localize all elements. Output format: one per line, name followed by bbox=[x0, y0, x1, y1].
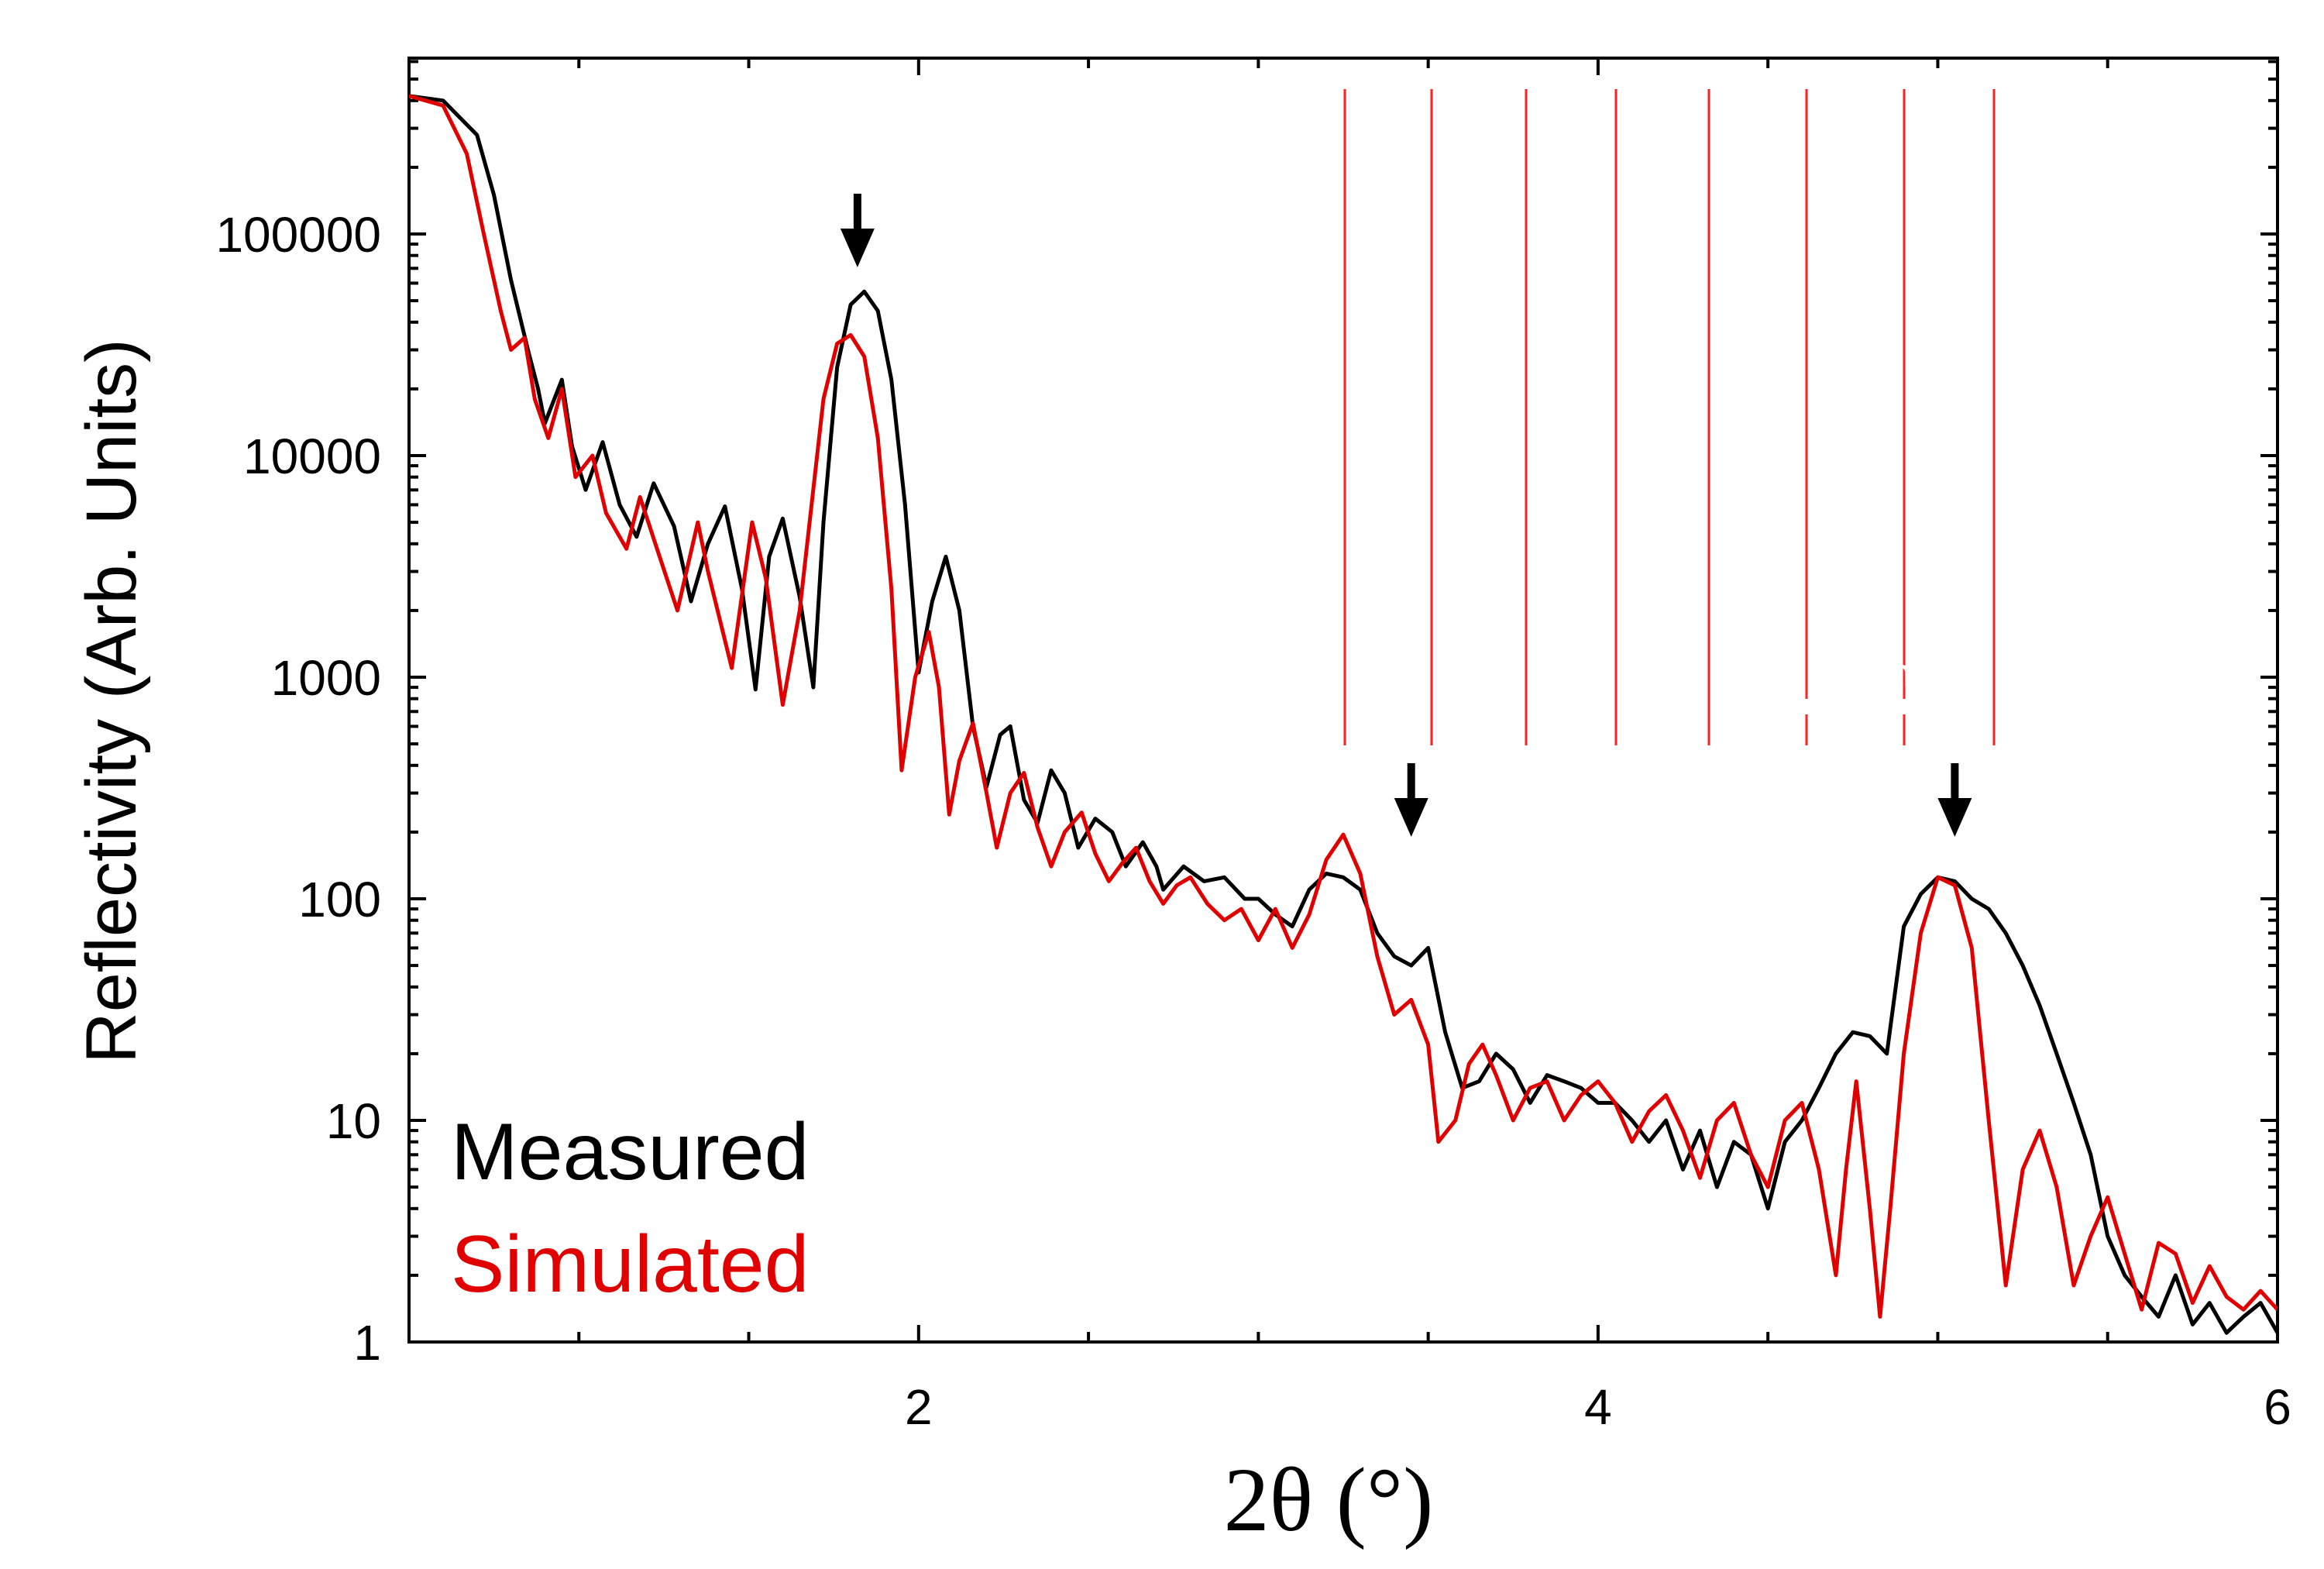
y-tick-label: 10000 bbox=[243, 428, 381, 484]
peak-arrows bbox=[840, 194, 1972, 837]
y-axis-ticks bbox=[409, 60, 2278, 1344]
series-group bbox=[409, 94, 2278, 1335]
legend-measured: Measured bbox=[451, 1107, 809, 1197]
series-measured-line bbox=[409, 94, 2278, 1335]
peak-arrow bbox=[840, 194, 875, 267]
tem-inset: 5 nm bbox=[1343, 89, 1996, 745]
y-tick-label: 1 bbox=[353, 1315, 381, 1371]
x-tick-label: 6 bbox=[2264, 1379, 2291, 1435]
peak-arrow bbox=[1394, 763, 1428, 837]
x-tick-label: 2 bbox=[905, 1379, 933, 1435]
y-tick-label: 10 bbox=[326, 1093, 381, 1149]
inset-scale-bar bbox=[1774, 699, 1951, 714]
peak-arrow bbox=[1937, 763, 1972, 837]
y-axis-tick-labels: 1 10 100 1000 10000 100000 bbox=[215, 207, 381, 1371]
y-tick-label: 100 bbox=[298, 872, 381, 927]
inset-scale-label: 5 nm bbox=[1813, 651, 1912, 696]
y-tick-label: 1000 bbox=[271, 650, 381, 706]
x-axis-tick-labels: 2 4 6 bbox=[905, 1379, 2291, 1435]
y-axis-title: Reflectivity (Arb. Units) bbox=[72, 339, 151, 1064]
y-tick-label: 100000 bbox=[215, 207, 381, 263]
series-simulated-line bbox=[409, 94, 2278, 1319]
x-axis-ticks bbox=[577, 58, 2279, 1342]
legend-simulated: Simulated bbox=[451, 1220, 809, 1309]
x-axis-title: 2θ (°) bbox=[1224, 1449, 1434, 1550]
x-tick-label: 4 bbox=[1584, 1379, 1612, 1435]
